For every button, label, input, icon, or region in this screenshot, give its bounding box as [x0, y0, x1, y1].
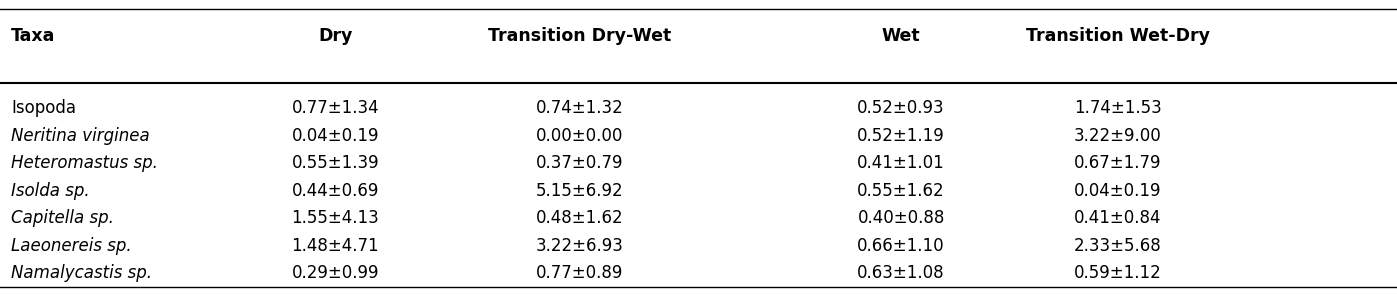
Text: Laeonereis sp.: Laeonereis sp.	[11, 237, 131, 255]
Text: Transition Wet-Dry: Transition Wet-Dry	[1025, 27, 1210, 44]
Text: 0.55±1.39: 0.55±1.39	[292, 154, 379, 172]
Text: 3.22±6.93: 3.22±6.93	[536, 237, 623, 255]
Text: Capitella sp.: Capitella sp.	[11, 209, 115, 227]
Text: Taxa: Taxa	[11, 27, 56, 44]
Text: Isolda sp.: Isolda sp.	[11, 182, 89, 200]
Text: Isopoda: Isopoda	[11, 99, 77, 117]
Text: 0.63±1.08: 0.63±1.08	[858, 264, 944, 282]
Text: 0.44±0.69: 0.44±0.69	[292, 182, 379, 200]
Text: 0.29±0.99: 0.29±0.99	[292, 264, 379, 282]
Text: 0.04±0.19: 0.04±0.19	[292, 127, 379, 144]
Text: 0.04±0.19: 0.04±0.19	[1074, 182, 1161, 200]
Text: 1.55±4.13: 1.55±4.13	[292, 209, 379, 227]
Text: 3.22±9.00: 3.22±9.00	[1074, 127, 1161, 144]
Text: 0.41±1.01: 0.41±1.01	[858, 154, 944, 172]
Text: 5.15±6.92: 5.15±6.92	[536, 182, 623, 200]
Text: Namalycastis sp.: Namalycastis sp.	[11, 264, 152, 282]
Text: 0.55±1.62: 0.55±1.62	[858, 182, 944, 200]
Text: Heteromastus sp.: Heteromastus sp.	[11, 154, 158, 172]
Text: 0.41±0.84: 0.41±0.84	[1074, 209, 1161, 227]
Text: 2.33±5.68: 2.33±5.68	[1074, 237, 1161, 255]
Text: 0.40±0.88: 0.40±0.88	[858, 209, 944, 227]
Text: 0.67±1.79: 0.67±1.79	[1074, 154, 1161, 172]
Text: Dry: Dry	[319, 27, 352, 44]
Text: 0.74±1.32: 0.74±1.32	[536, 99, 623, 117]
Text: 0.37±0.79: 0.37±0.79	[536, 154, 623, 172]
Text: 0.66±1.10: 0.66±1.10	[858, 237, 944, 255]
Text: 0.52±0.93: 0.52±0.93	[858, 99, 944, 117]
Text: Neritina virginea: Neritina virginea	[11, 127, 149, 144]
Text: 0.48±1.62: 0.48±1.62	[536, 209, 623, 227]
Text: 1.74±1.53: 1.74±1.53	[1074, 99, 1161, 117]
Text: 0.77±0.89: 0.77±0.89	[536, 264, 623, 282]
Text: 1.48±4.71: 1.48±4.71	[292, 237, 379, 255]
Text: 0.77±1.34: 0.77±1.34	[292, 99, 379, 117]
Text: Wet: Wet	[882, 27, 921, 44]
Text: 0.00±0.00: 0.00±0.00	[536, 127, 623, 144]
Text: Transition Dry-Wet: Transition Dry-Wet	[488, 27, 672, 44]
Text: 0.59±1.12: 0.59±1.12	[1074, 264, 1161, 282]
Text: 0.52±1.19: 0.52±1.19	[858, 127, 944, 144]
